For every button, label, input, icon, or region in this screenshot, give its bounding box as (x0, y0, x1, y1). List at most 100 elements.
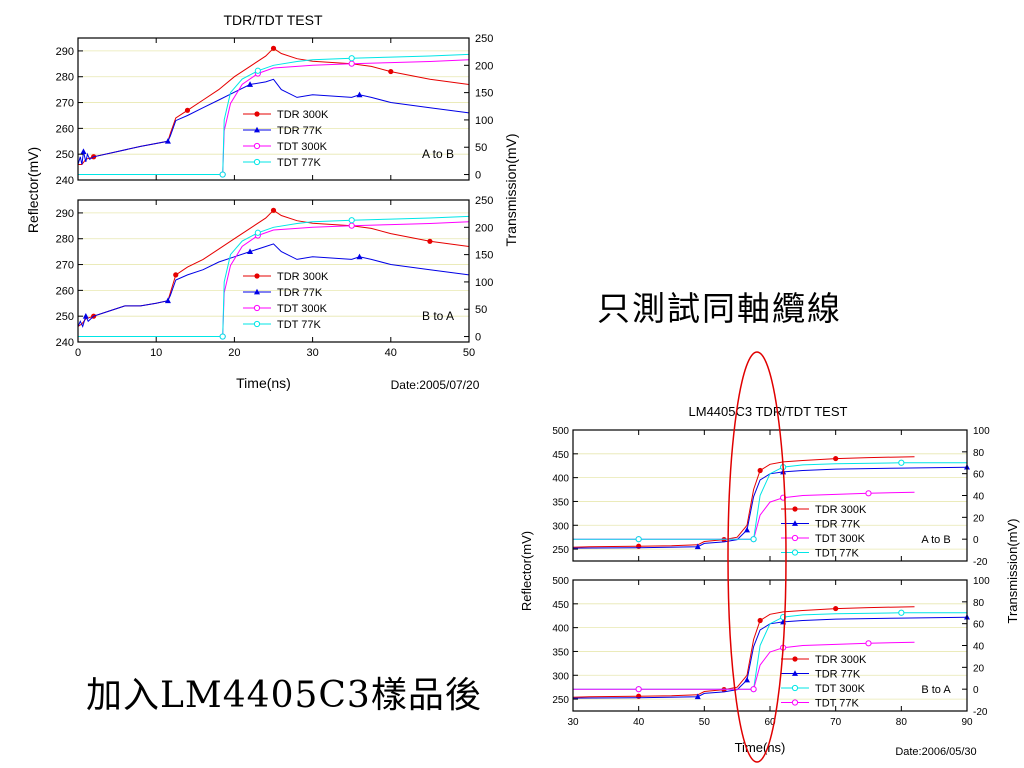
y-tick-label-right: 150 (475, 250, 493, 262)
legend-label: TDT 77K (815, 698, 859, 710)
y-tick-label-right: 50 (475, 304, 487, 316)
legend-marker (253, 142, 261, 150)
y-axis-label-right: Transmission(mV) (1005, 519, 1020, 624)
data-point (219, 171, 226, 178)
legend-label: TDT 300K (815, 683, 866, 695)
y-tick-label-right: 80 (973, 448, 985, 459)
data-point (219, 333, 226, 340)
legend-label: TDT 300K (277, 141, 328, 153)
y-tick-label-left: 250 (552, 695, 569, 706)
plot-frame (572, 579, 968, 712)
data-point (898, 609, 905, 616)
legend-label: TDT 300K (815, 533, 866, 545)
legend-label: TDR 300K (815, 654, 867, 666)
legend-label: TDR 77K (277, 125, 323, 137)
panel-bottom: 0 10 20 30 40 5024025026027028029005010015020… (56, 195, 494, 359)
legend-marker (254, 111, 260, 117)
x-tick-label: 90 (961, 717, 973, 728)
y-tick-label-right: 100 (475, 115, 493, 127)
data-point (348, 55, 355, 62)
y-tick-label-left: 280 (56, 72, 74, 84)
y-axis-label-right: Transmission(mV) (503, 133, 519, 246)
series-line (572, 466, 968, 549)
data-point (694, 693, 701, 700)
y-tick-label-right: 20 (973, 513, 985, 524)
series-line (77, 78, 470, 165)
y-tick-label-right: 50 (475, 142, 487, 154)
x-tick-label: 70 (830, 717, 842, 728)
y-tick-label-left: 280 (56, 234, 74, 246)
data-point (164, 297, 171, 304)
data-point (270, 45, 277, 51)
y-tick-label-right: 100 (973, 426, 990, 437)
y-tick-label-right: 250 (475, 33, 493, 45)
y-tick-label-right: 150 (475, 88, 493, 100)
x-tick-label: 80 (896, 717, 908, 728)
data-point (254, 229, 261, 236)
data-point (82, 312, 89, 319)
data-point (865, 490, 872, 497)
data-point (270, 207, 277, 213)
x-tick-label: 20 (228, 347, 240, 359)
series-line (572, 606, 915, 698)
legend: TDR 300K TDR 77K TDT 300K TDT 77K (243, 109, 329, 169)
legend-label: TDT 77K (815, 548, 859, 560)
y-tick-label-right: 100 (973, 576, 990, 587)
legend-marker (791, 699, 799, 706)
y-tick-label-left: 260 (56, 285, 74, 297)
plot-frame (77, 37, 470, 181)
legend-marker (253, 158, 261, 166)
data-point (173, 272, 179, 278)
x-tick-label: 10 (150, 347, 162, 359)
legend-marker (254, 288, 260, 295)
series-line (573, 462, 967, 540)
y-tick-label-right: 0 (475, 332, 481, 344)
y-tick-label-left: 270 (56, 98, 74, 110)
y-tick-label-left: 240 (56, 337, 74, 349)
legend-marker (792, 656, 798, 662)
x-axis-label: Time(ns) (236, 375, 291, 391)
legend-label: TDR 300K (815, 504, 867, 516)
legend-marker (254, 126, 260, 133)
legend-label: TDR 77K (815, 519, 861, 531)
data-point (694, 543, 701, 550)
y-tick-label-right: 250 (475, 195, 493, 207)
y-tick-label-left: 270 (56, 260, 74, 272)
data-point (744, 676, 751, 683)
chart-title: LM4405C3 TDR/TDT TEST (689, 404, 848, 419)
y-tick-label-right: 200 (475, 60, 493, 72)
legend-label: TDR 77K (815, 669, 861, 681)
legend-label: TDR 77K (277, 287, 323, 299)
series-tdt-300k (78, 221, 470, 340)
series-tdt-300k (573, 609, 967, 693)
y-tick-label-right: 40 (973, 492, 985, 503)
legend-marker (253, 320, 261, 328)
y-tick-label-left: 400 (552, 624, 569, 635)
y-tick-label-left: 400 (552, 474, 569, 485)
legend-marker (792, 670, 798, 676)
panel-label: A to B (422, 147, 454, 161)
x-tick-label: 50 (463, 347, 475, 359)
y-tick-label-right: 60 (973, 620, 985, 631)
y-tick-label-left: 290 (56, 46, 74, 58)
data-point (247, 248, 254, 255)
data-point (865, 640, 872, 647)
chart-lm4405c3: LM4405C3 TDR/TDT TEST250300350400450500-… (519, 404, 1020, 758)
data-point (833, 605, 839, 612)
series-line (572, 456, 915, 548)
legend-label: TDT 77K (277, 157, 321, 169)
data-point (356, 253, 363, 260)
data-point (356, 91, 363, 98)
plot-frame (77, 199, 470, 343)
y-tick-label-right: 0 (973, 535, 979, 546)
y-tick-label-right: 80 (973, 598, 985, 609)
data-point (348, 222, 355, 229)
data-point (757, 467, 763, 474)
legend-marker (792, 520, 798, 526)
data-point (750, 536, 757, 543)
x-tick-label: 0 (75, 347, 81, 359)
data-point (348, 217, 355, 224)
y-tick-label-left: 350 (552, 647, 569, 658)
legend-marker (791, 549, 799, 556)
